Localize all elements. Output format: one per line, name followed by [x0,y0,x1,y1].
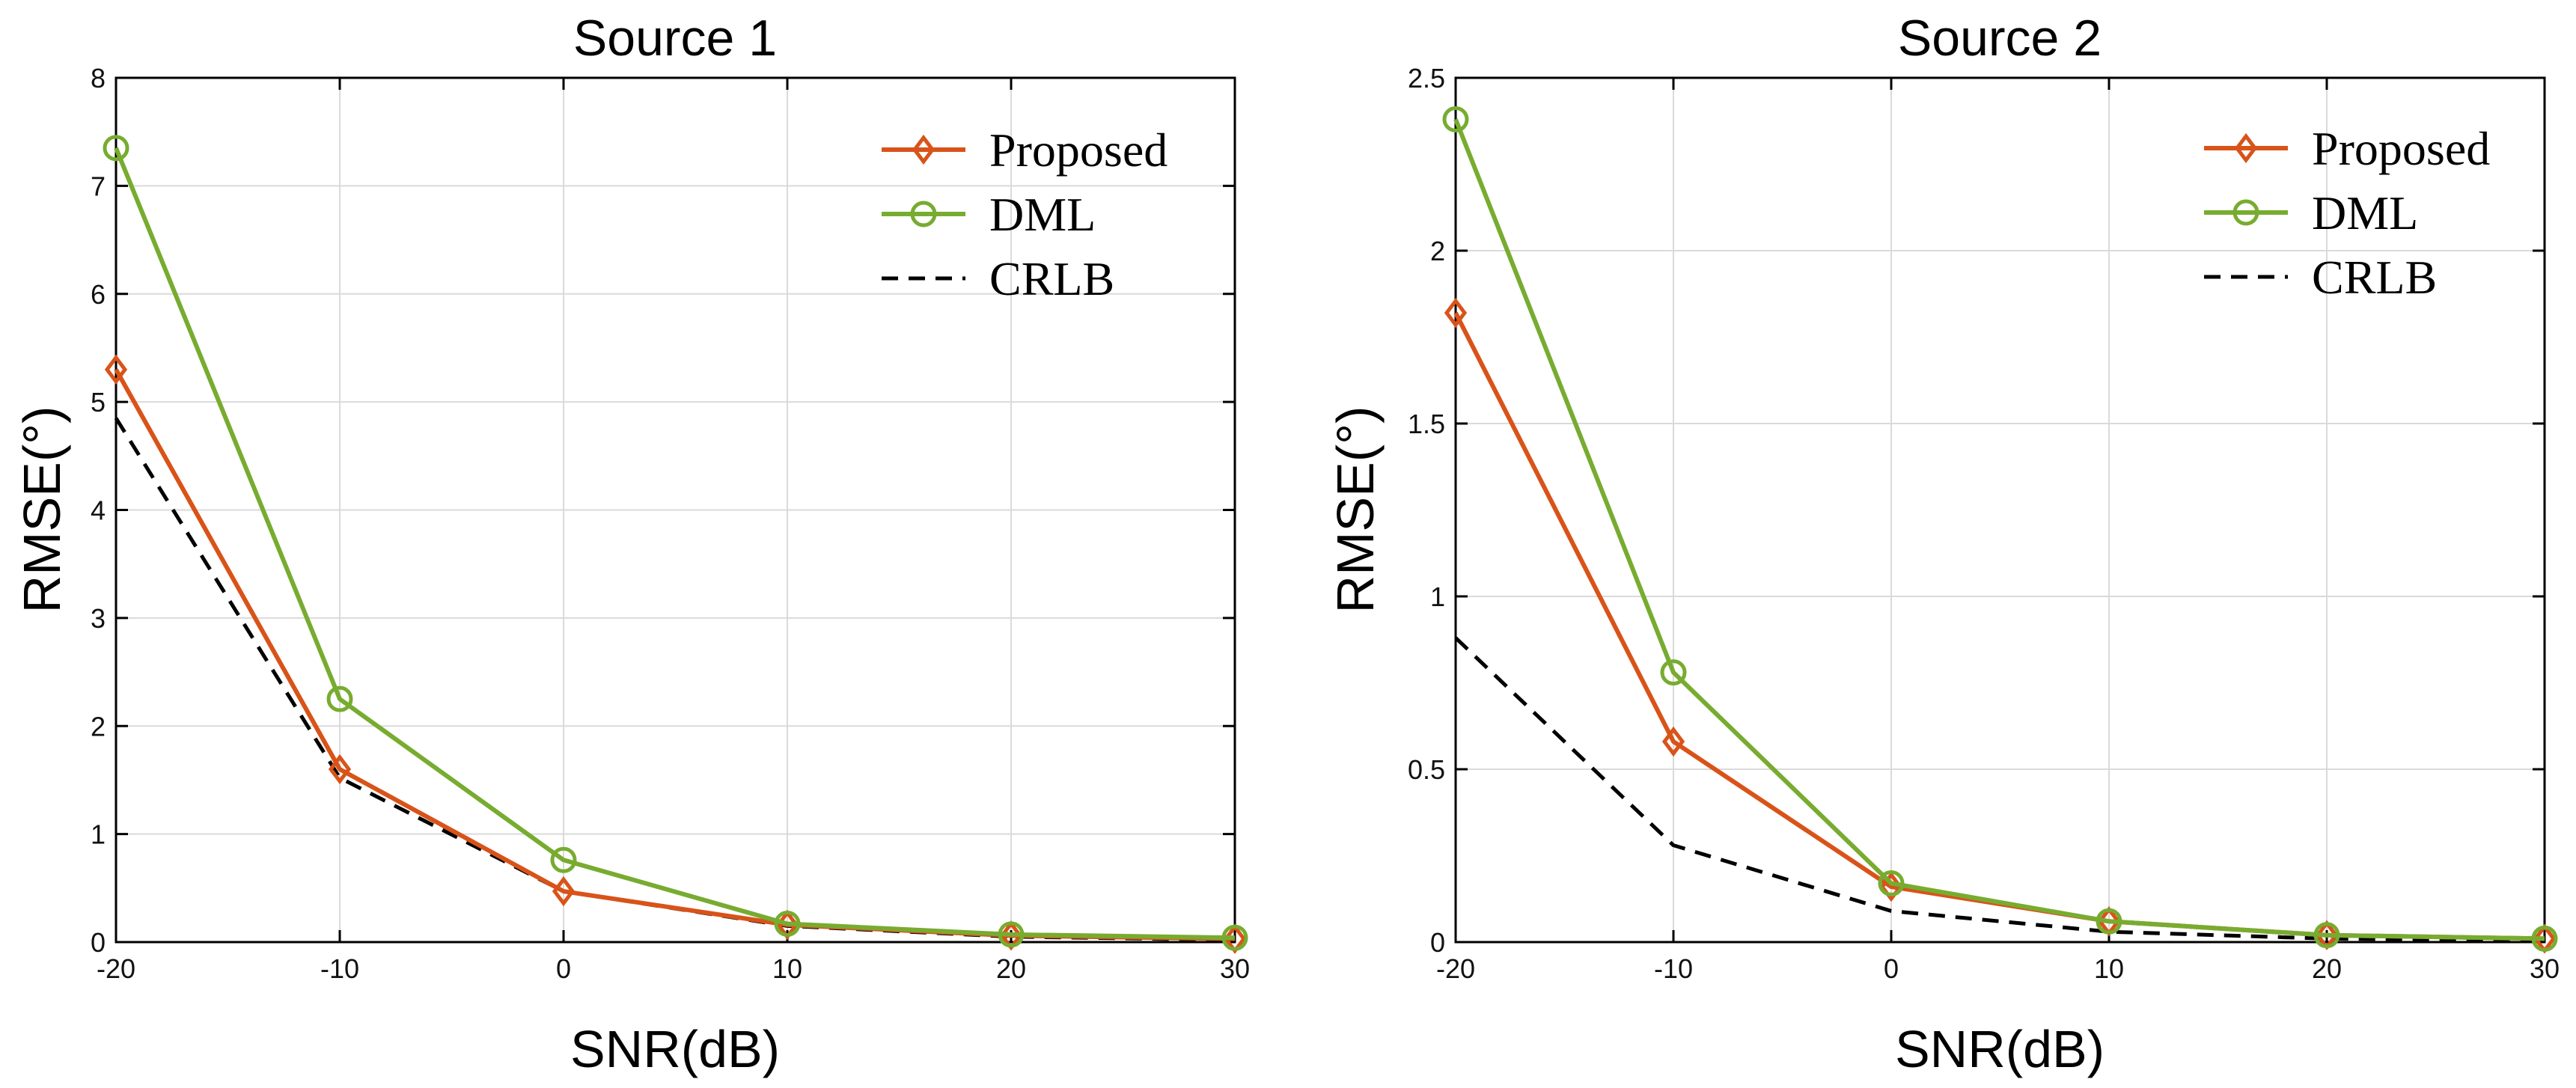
y-tick-label: 2 [91,711,106,742]
x-tick-label: -20 [1436,953,1475,984]
x-tick-label: 20 [996,953,1026,984]
legend: Proposed DML CRLB [2204,122,2490,304]
y-tick-label: 6 [91,279,106,310]
x-tick-label: 0 [1884,953,1899,984]
series-line-crlb [1456,638,2545,940]
y-axis-label: RMSE(°) [13,406,71,614]
y-tick-label: 5 [91,387,106,418]
y-tick-label: 1.5 [1408,409,1445,439]
chart-source-1: -20 -10 0 10 20 30 0 1 2 3 4 5 6 7 8 Source 1 SNR(dB) RMS… [13,10,1250,1078]
series-line-dml [1456,119,2545,938]
series-crlb [116,418,1235,940]
figure-svg: -20 -10 0 10 20 30012345678Source 1SNR(dB)RMS… [0,0,2576,1088]
series-line-proposed [1456,313,2545,938]
legend-label-crlb: CRLB [989,252,1114,305]
x-tick-label: 0 [556,953,571,984]
series-line-proposed [116,370,1235,939]
series-proposed [107,358,1244,951]
y-tick-label: 1 [1430,581,1445,612]
y-tick-label: 0 [1430,927,1445,958]
x-axis-label: SNR(dB) [1895,1020,2105,1078]
legend-label-proposed: Proposed [989,123,1168,177]
legend-label-proposed: Proposed [2312,122,2490,175]
x-tick-label: 20 [2312,953,2342,984]
chart-source-2: -20 -10 0 10 20 30 0 0.5 1 1.5 2 2.5 Source 2 SNR(dB)… [1326,10,2560,1078]
y-tick-label: 2.5 [1408,63,1445,94]
y-tick-label: 4 [91,495,106,526]
chart-title: Source 2 [1898,10,2102,67]
y-tick-label: 7 [91,171,106,201]
x-tick-label: -20 [97,953,135,984]
y-tick-label: 8 [91,63,106,94]
x-tick-label: 30 [1220,953,1250,984]
y-axis-label: RMSE(°) [1326,406,1385,614]
x-tick-label: 10 [772,953,802,984]
legend-label-dml: DML [2312,186,2418,239]
legend-label-crlb: CRLB [2312,251,2437,304]
legend-label-dml: DML [989,188,1096,241]
figure: -20 -10 0 10 20 30 0 1 2 3 4 5 6 7 8 Source 1 SNR(dB) RMS… [0,0,2576,1088]
y-tick-label: 3 [91,603,106,634]
y-tick-label: 0 [91,927,106,958]
y-tick-label: 1 [91,819,106,850]
series-proposed [1447,301,2554,950]
legend: Proposed DML CRLB [882,123,1168,305]
x-axis-label: SNR(dB) [570,1020,780,1078]
chart-title: Source 1 [573,10,777,67]
x-tick-label: 10 [2094,953,2124,984]
x-tick-label: 30 [2530,953,2560,984]
series-crlb [1456,638,2545,940]
y-tick-label: 0.5 [1408,754,1445,785]
y-tick-label: 2 [1430,236,1445,266]
x-tick-label: -10 [1654,953,1693,984]
series-line-crlb [116,418,1235,940]
x-tick-label: -10 [320,953,359,984]
